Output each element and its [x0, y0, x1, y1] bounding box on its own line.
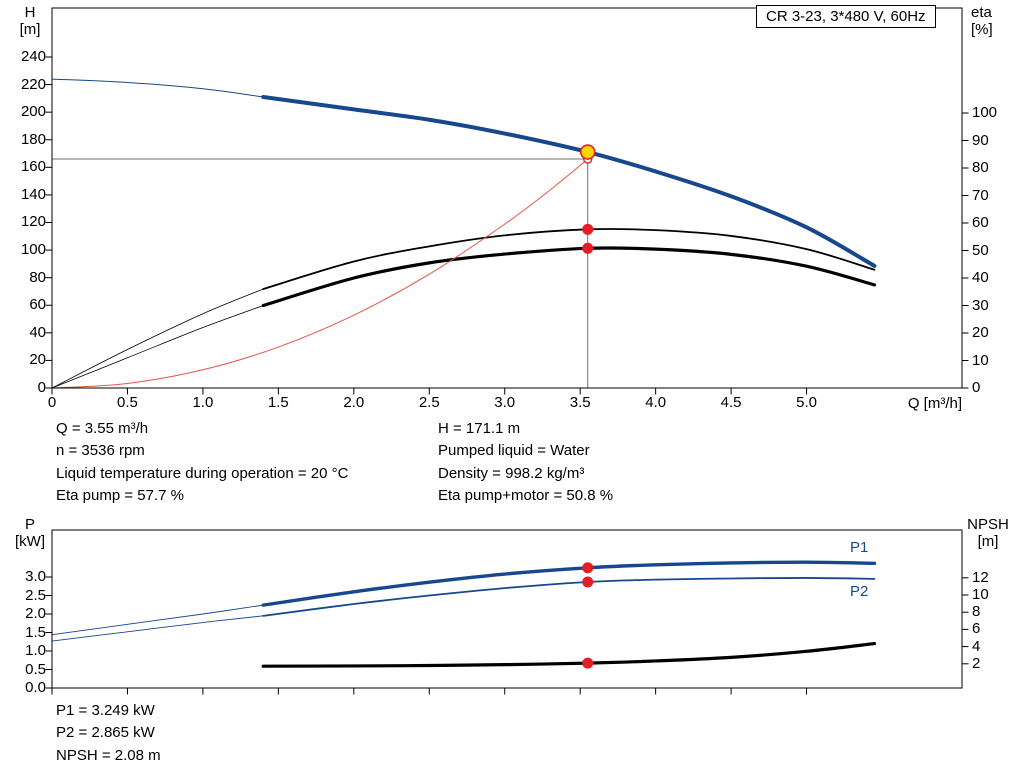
bottom-left-axis-title: P [kW] — [14, 516, 46, 550]
axis-name-eta: eta — [971, 4, 992, 21]
tick-label-eta: 50 — [972, 241, 989, 259]
tick-label-h: 120 — [20, 213, 46, 231]
tick-label-q: 4.0 — [645, 394, 667, 411]
chart-frame — [51, 7, 963, 389]
tick-label-npsh: 12 — [972, 568, 989, 586]
duty-info-right: H = 171.1 m Pumped liquid = Water Densit… — [438, 418, 613, 508]
info-p2: P2 = 2.865 kW — [56, 724, 155, 742]
curve-eta-pump — [262, 228, 876, 290]
axis-unit-eta: [%] — [971, 21, 993, 38]
tick-label-npsh: 6 — [972, 620, 981, 638]
curve-p2 — [51, 615, 264, 642]
tick-label-npsh: 2 — [972, 654, 981, 672]
tick-label-h: 240 — [20, 47, 46, 65]
info-q: Q = 3.55 m³/h — [56, 420, 149, 437]
tick-label-h: 220 — [20, 75, 46, 93]
tick-label-eta: 100 — [972, 104, 998, 121]
info-density: Density = 998.2 kg/m³ — [438, 464, 585, 482]
tick-label-p: 0.5 — [25, 660, 46, 678]
axis-name-p: P — [24, 516, 35, 533]
tick-label-q: 1.0 — [192, 394, 214, 411]
tick-label-h: 40 — [29, 323, 46, 341]
tick-label-q: 3.0 — [494, 394, 516, 411]
info-eta-pump-motor: Eta pump+motor = 50.8 % — [438, 487, 614, 505]
series-label-p1: P1 — [850, 539, 868, 556]
info-npsh: NPSH = 2.08 m — [56, 746, 161, 764]
tick-label-q: 1.5 — [267, 394, 289, 411]
duty-marker-dot — [582, 223, 594, 235]
tick-label-npsh: 8 — [972, 603, 981, 621]
tick-label-h: 60 — [29, 296, 46, 314]
tick-label-eta: 0 — [972, 379, 981, 396]
power-info: P1 = 3.249 kW P2 = 2.865 kW NPSH = 2.08 … — [56, 700, 161, 767]
chart-frame — [51, 529, 963, 689]
pump-model-title: CR 3-23, 3*480 V, 60Hz — [756, 5, 936, 28]
info-eta-pump: Eta pump = 57.7 % — [56, 487, 184, 505]
duty-marker-dot — [582, 242, 594, 254]
info-speed: n = 3536 rpm — [56, 442, 145, 460]
bottom-right-axis-title: NPSH [m] — [964, 516, 1012, 550]
curve-eta-pump-motor — [51, 305, 264, 389]
curve-p2 — [262, 577, 876, 617]
tick-label-p: 2.0 — [25, 605, 46, 622]
tick-label-eta: 40 — [972, 269, 989, 286]
tick-label-q: 0 — [47, 394, 57, 411]
tick-label-h: 160 — [20, 158, 46, 176]
tick-label-h: 20 — [29, 351, 46, 369]
info-h: H = 171.1 m — [438, 420, 521, 437]
tick-label-q: 5.0 — [796, 394, 817, 411]
tick-label-q: 4.5 — [720, 394, 742, 411]
x-axis-title: Q [m³/h] — [907, 395, 962, 412]
tick-label-h: 140 — [20, 185, 46, 203]
tick-label-p: 3.0 — [25, 568, 46, 585]
curve-npsh — [261, 641, 877, 668]
axis-unit-h: [m] — [19, 21, 41, 38]
tick-label-h: 0 — [37, 379, 46, 396]
tick-label-eta: 70 — [972, 186, 989, 204]
axis-unit-npsh: [m] — [977, 533, 999, 550]
curve-p1 — [51, 604, 264, 636]
info-liquid-temp: Liquid temperature during operation = 20… — [56, 464, 349, 482]
tick-label-npsh: 10 — [972, 586, 989, 603]
curve-eta-pump-motor — [261, 246, 877, 308]
tick-label-q: 2.5 — [418, 394, 440, 411]
duty-info-left: Q = 3.55 m³/h n = 3536 rpm Liquid temper… — [56, 418, 348, 508]
curve-eta-pump — [51, 288, 264, 389]
info-p1: P1 = 3.249 kW — [56, 702, 155, 719]
tick-label-p: 1.5 — [25, 623, 46, 641]
axis-unit-p: [kW] — [15, 533, 45, 550]
tick-label-eta: 30 — [972, 296, 989, 314]
tick-label-eta: 10 — [972, 351, 989, 369]
tick-label-eta: 80 — [972, 159, 989, 176]
tick-label-p: 1.0 — [25, 642, 46, 659]
top-left-axis-title: H [m] — [14, 4, 46, 38]
curve-system-curve — [51, 158, 589, 389]
tick-label-eta: 90 — [972, 131, 989, 149]
series-label-p2: P2 — [850, 583, 868, 600]
duty-marker-dot — [582, 576, 594, 588]
tick-label-q: 2.0 — [343, 394, 365, 411]
tick-label-npsh: 4 — [972, 637, 981, 655]
curve-head — [261, 94, 877, 268]
tick-label-eta: 60 — [972, 214, 989, 231]
top-right-axis-title: eta [%] — [971, 4, 1017, 38]
tick-label-h: 180 — [20, 130, 46, 148]
tick-label-h: 100 — [20, 241, 46, 259]
curve-head — [51, 78, 264, 98]
tick-label-p: 0.0 — [25, 679, 46, 696]
tick-label-eta: 20 — [972, 324, 989, 341]
tick-label-q: 0.5 — [117, 394, 138, 411]
duty-marker-dot — [582, 657, 594, 669]
tick-label-p: 2.5 — [25, 586, 46, 604]
tick-label-h: 200 — [20, 103, 46, 121]
axis-name-h: H — [24, 4, 36, 21]
duty-marker-dot — [582, 562, 594, 574]
tick-label-h: 80 — [29, 268, 46, 286]
axis-name-npsh: NPSH — [967, 516, 1009, 533]
info-pumped-liquid: Pumped liquid = Water — [438, 442, 590, 460]
duty-point-marker — [579, 144, 596, 160]
tick-label-q: 3.5 — [569, 394, 591, 411]
